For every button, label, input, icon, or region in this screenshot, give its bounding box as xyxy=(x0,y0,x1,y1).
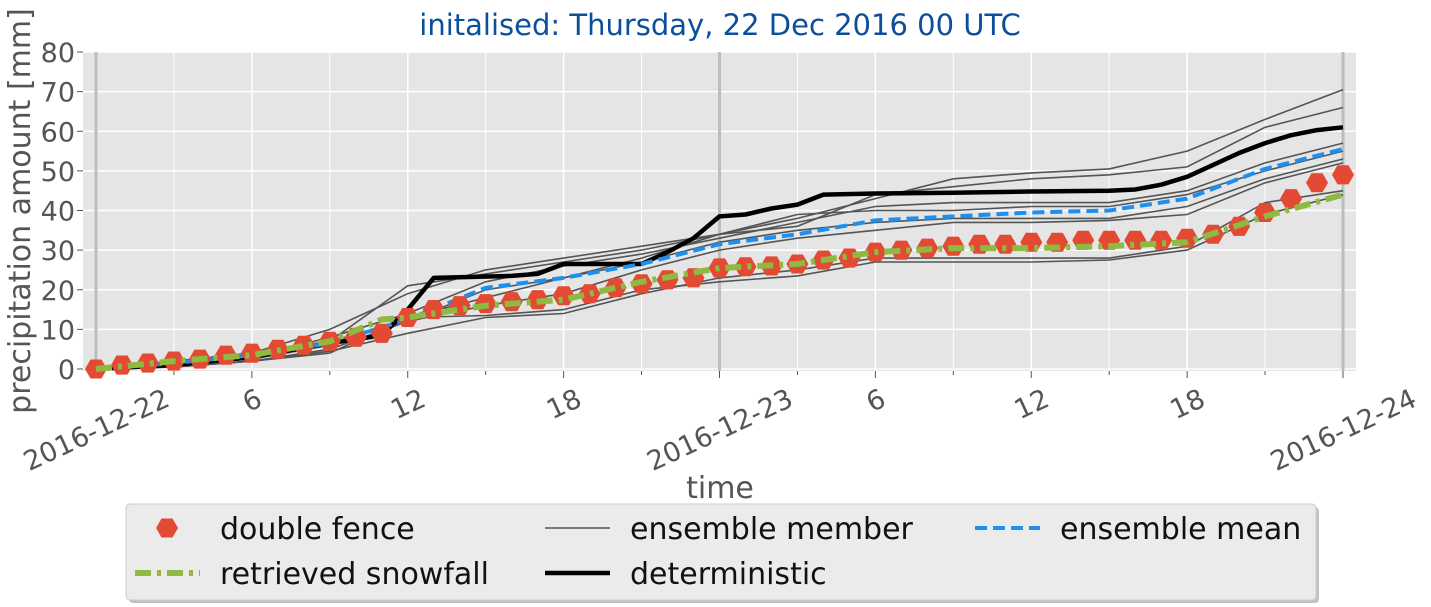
x-tick-label: 6 xyxy=(238,383,267,418)
legend-label: ensemble mean xyxy=(1060,512,1301,547)
y-axis-label: precipitation amount [mm] xyxy=(3,8,38,414)
x-tick-label: 18 xyxy=(542,383,586,426)
legend-label: ensemble member xyxy=(630,512,914,547)
marker xyxy=(994,234,1017,254)
x-tick-label: 2016-12-22 xyxy=(19,383,174,477)
marker xyxy=(734,257,757,277)
x-tick-label: 12 xyxy=(386,383,430,426)
marker xyxy=(890,240,913,260)
y-tick-label: 20 xyxy=(41,276,75,307)
marker xyxy=(422,300,445,320)
chart-title: initalised: Thursday, 22 Dec 2016 00 UTC xyxy=(419,8,1020,42)
legend: double fence retrieved snowfall ensemble m… xyxy=(125,503,1319,603)
legend-label: deterministic xyxy=(630,557,827,592)
y-tick-label: 70 xyxy=(41,78,75,109)
y-tick-label: 10 xyxy=(41,315,75,346)
marker xyxy=(1332,165,1354,185)
marker xyxy=(370,323,393,343)
x-tick-label: 6 xyxy=(862,383,891,418)
x-tick-label: 2016-12-24 xyxy=(1266,383,1421,477)
y-tick-label: 0 xyxy=(58,355,75,386)
marker xyxy=(396,308,419,327)
data-layer xyxy=(85,88,1354,379)
y-tick-label: 50 xyxy=(41,157,75,188)
ensemble-line xyxy=(95,193,1344,370)
legend-label: double fence xyxy=(220,512,415,547)
marker xyxy=(604,278,627,298)
marker xyxy=(708,258,731,278)
y-tick-label: 60 xyxy=(41,117,75,148)
x-tick-label: 18 xyxy=(1166,383,1210,426)
series-line xyxy=(95,191,1344,372)
legend-label: retrieved snowfall xyxy=(220,557,489,592)
marker xyxy=(1306,173,1328,193)
marker xyxy=(1280,189,1303,209)
marker xyxy=(136,353,159,373)
marker xyxy=(292,335,315,355)
marker xyxy=(111,355,133,375)
x-tick-label: 12 xyxy=(1010,383,1054,426)
legend-handle xyxy=(156,518,178,538)
marker xyxy=(578,284,601,304)
y-tick-label: 30 xyxy=(41,236,75,267)
x-tick-label: 2016-12-23 xyxy=(642,383,797,477)
y-tick-label: 80 xyxy=(41,38,75,69)
y-tick-label: 40 xyxy=(41,197,75,228)
x-axis-label: time xyxy=(686,471,754,506)
